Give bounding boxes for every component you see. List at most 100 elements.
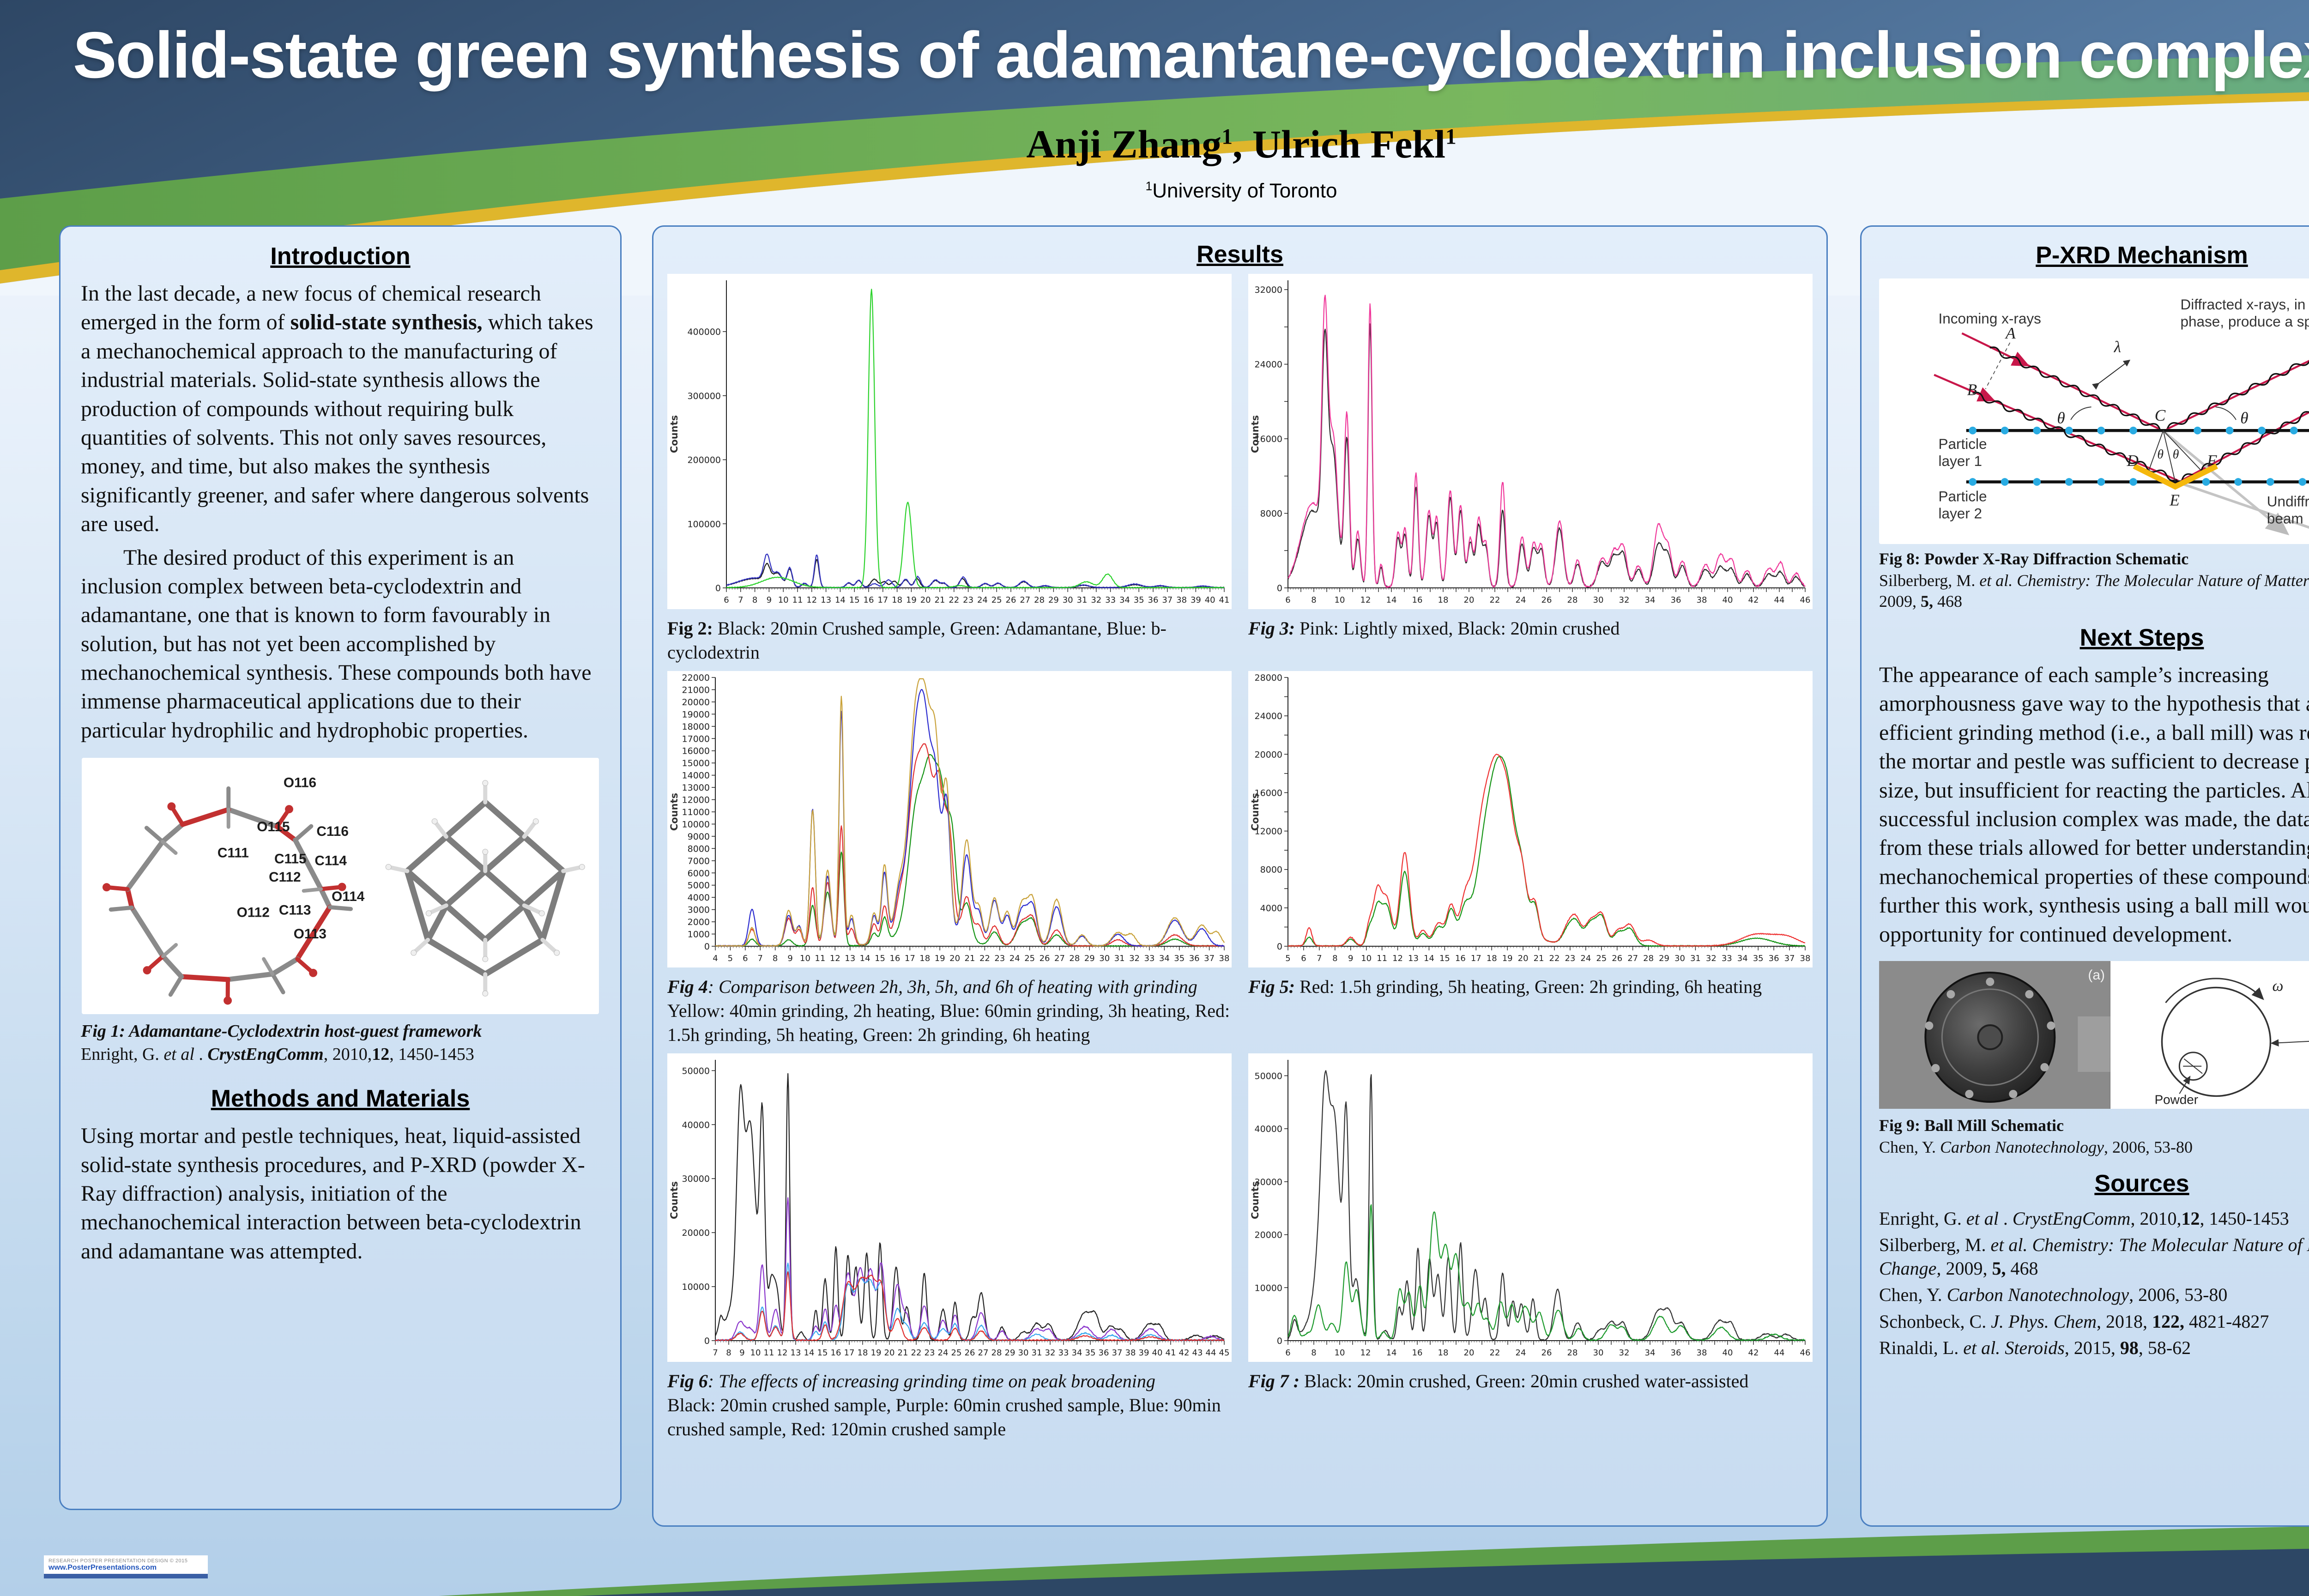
sources-list: Enright, G. et al . CrystEngComm, 2010,1… [1879, 1207, 2309, 1360]
svg-text:11: 11 [815, 954, 825, 963]
svg-text:42: 42 [1748, 1348, 1759, 1358]
particle-dots [1969, 426, 2307, 486]
svg-text:12: 12 [830, 954, 840, 963]
svg-text:43: 43 [1192, 1348, 1203, 1358]
svg-text:32: 32 [1045, 1348, 1056, 1358]
fig3-plot: 0 8000 16000 24000 32000 6 8 10 12 14 16 18 20 22 24 26… [1248, 274, 1813, 609]
svg-text:7: 7 [713, 1348, 718, 1358]
pxrd-heading: P-XRD Mechanism [2036, 242, 2248, 269]
svg-text:22000: 22000 [682, 673, 710, 683]
point-E-label: E [2169, 491, 2180, 509]
svg-text:12000: 12000 [682, 795, 710, 805]
fig2-caption-legend: Black: 20min Crushed sample, Green: Adam… [667, 618, 1167, 663]
svg-text:Counts: Counts [669, 1181, 680, 1219]
fig9-a-label: (a) [2088, 967, 2105, 983]
svg-text:24: 24 [938, 1348, 949, 1358]
svg-text:44: 44 [1774, 595, 1785, 605]
svg-text:30: 30 [1674, 954, 1685, 963]
fig1-atom-label: C111 [218, 846, 249, 861]
svg-text:8: 8 [1311, 1348, 1316, 1358]
fig1-citation: Enright, G. et al . CrystEngComm, 2010,1… [81, 1044, 474, 1064]
fig4-plot: 0 1000 2000 3000 4000 5000 6000 7000 8000 9000 100… [667, 671, 1232, 967]
svg-text:34: 34 [1159, 954, 1170, 963]
svg-text:30: 30 [1063, 595, 1073, 605]
svg-text:34: 34 [1737, 954, 1748, 963]
svg-text:24: 24 [1516, 595, 1526, 605]
xray-wave-3 [2167, 360, 2309, 429]
svg-text:31: 31 [1077, 595, 1088, 605]
svg-text:18: 18 [1438, 595, 1449, 605]
svg-text:36: 36 [1189, 954, 1200, 963]
svg-text:20: 20 [1518, 954, 1529, 963]
svg-text:21: 21 [1534, 954, 1544, 963]
svg-text:11: 11 [764, 1348, 774, 1358]
svg-text:37: 37 [1162, 595, 1173, 605]
point-F-label: F [2206, 452, 2217, 470]
svg-text:24: 24 [1516, 1348, 1526, 1358]
svg-text:6000: 6000 [688, 868, 710, 878]
svg-text:27: 27 [978, 1348, 989, 1358]
svg-text:19: 19 [906, 595, 917, 605]
introduction-panel: Introduction In the last decade, a new f… [59, 225, 622, 1510]
credit-url: www.PosterPresentations.com [48, 1564, 157, 1572]
svg-text:16: 16 [1412, 1348, 1423, 1358]
svg-text:38: 38 [1697, 595, 1707, 605]
svg-text:19000: 19000 [682, 709, 710, 719]
svg-text:32: 32 [1619, 595, 1630, 605]
fig8-caption: Fig 8: Powder X-Ray Diffraction Schemati… [1879, 550, 2189, 568]
svg-text:40000: 40000 [1255, 1124, 1282, 1134]
right-panel: P-XRD Mechanism [1860, 225, 2309, 1527]
fig1-atom-label: O113 [294, 926, 326, 942]
svg-text:24: 24 [1580, 954, 1591, 963]
svg-text:0: 0 [1277, 1336, 1282, 1346]
svg-text:20: 20 [1464, 595, 1475, 605]
svg-text:16: 16 [831, 1348, 841, 1358]
svg-text:16: 16 [1455, 954, 1466, 963]
fig7-plot: 0 10000 20000 30000 40000 50000 6 8 10 12 14 16 18 20… [1248, 1053, 1813, 1362]
point-B-label: B [1967, 381, 1977, 399]
fig3-caption-legend: Pink: Lightly mixed, Black: 20min crushe… [1295, 618, 1620, 639]
svg-text:25: 25 [991, 595, 1002, 605]
fig9-citation: Chen, Y. Carbon Nanotechnology, 2006, 53… [1879, 1137, 2193, 1156]
svg-text:29: 29 [1005, 1348, 1015, 1358]
svg-text:14000: 14000 [682, 771, 710, 781]
svg-text:18: 18 [858, 1348, 868, 1358]
fig4-caption-label: Fig 4 [667, 976, 708, 997]
svg-text:36: 36 [1671, 595, 1681, 605]
svg-text:46: 46 [1800, 595, 1811, 605]
svg-text:beam: beam [2267, 510, 2303, 526]
svg-text:38: 38 [1219, 954, 1230, 963]
svg-text:14: 14 [1386, 1348, 1397, 1358]
svg-text:9: 9 [787, 954, 792, 963]
fig5-caption-label: Fig 5: [1248, 976, 1295, 997]
fig4-chart: 0 1000 2000 3000 4000 5000 6000 7000 8000 9000 100… [667, 671, 1232, 967]
fig7-caption-label: Fig 7 : [1248, 1371, 1300, 1391]
fig1-atom-label: C114 [314, 853, 347, 869]
svg-text:36: 36 [1099, 1348, 1109, 1358]
svg-text:23: 23 [963, 595, 973, 605]
svg-text:20: 20 [949, 954, 960, 963]
svg-text:36: 36 [1671, 1348, 1681, 1358]
svg-text:38: 38 [1697, 1348, 1707, 1358]
svg-text:24: 24 [977, 595, 988, 605]
svg-text:4: 4 [713, 954, 718, 963]
fig9-image: (a) ω Magnet [1879, 961, 2309, 1109]
xray-wave-1 [1989, 346, 2161, 430]
svg-text:28: 28 [1567, 595, 1578, 605]
svg-text:0: 0 [1277, 942, 1282, 952]
svg-text:17000: 17000 [682, 734, 710, 744]
svg-text:42: 42 [1179, 1348, 1190, 1358]
svg-text:17: 17 [877, 595, 888, 605]
svg-text:13: 13 [1408, 954, 1419, 963]
svg-text:21000: 21000 [682, 685, 710, 695]
svg-text:38: 38 [1176, 595, 1187, 605]
lambda-arrow [2092, 359, 2131, 390]
fig2-block: 0 100000 200000 300000 400000 6 7 8 9 10 11 12 13 14 1… [667, 274, 1232, 665]
svg-text:10000: 10000 [1255, 1283, 1282, 1293]
svg-text:7: 7 [758, 954, 763, 963]
sources-heading: Sources [2094, 1170, 2189, 1197]
svg-text:29: 29 [1048, 595, 1059, 605]
svg-text:18: 18 [892, 595, 902, 605]
